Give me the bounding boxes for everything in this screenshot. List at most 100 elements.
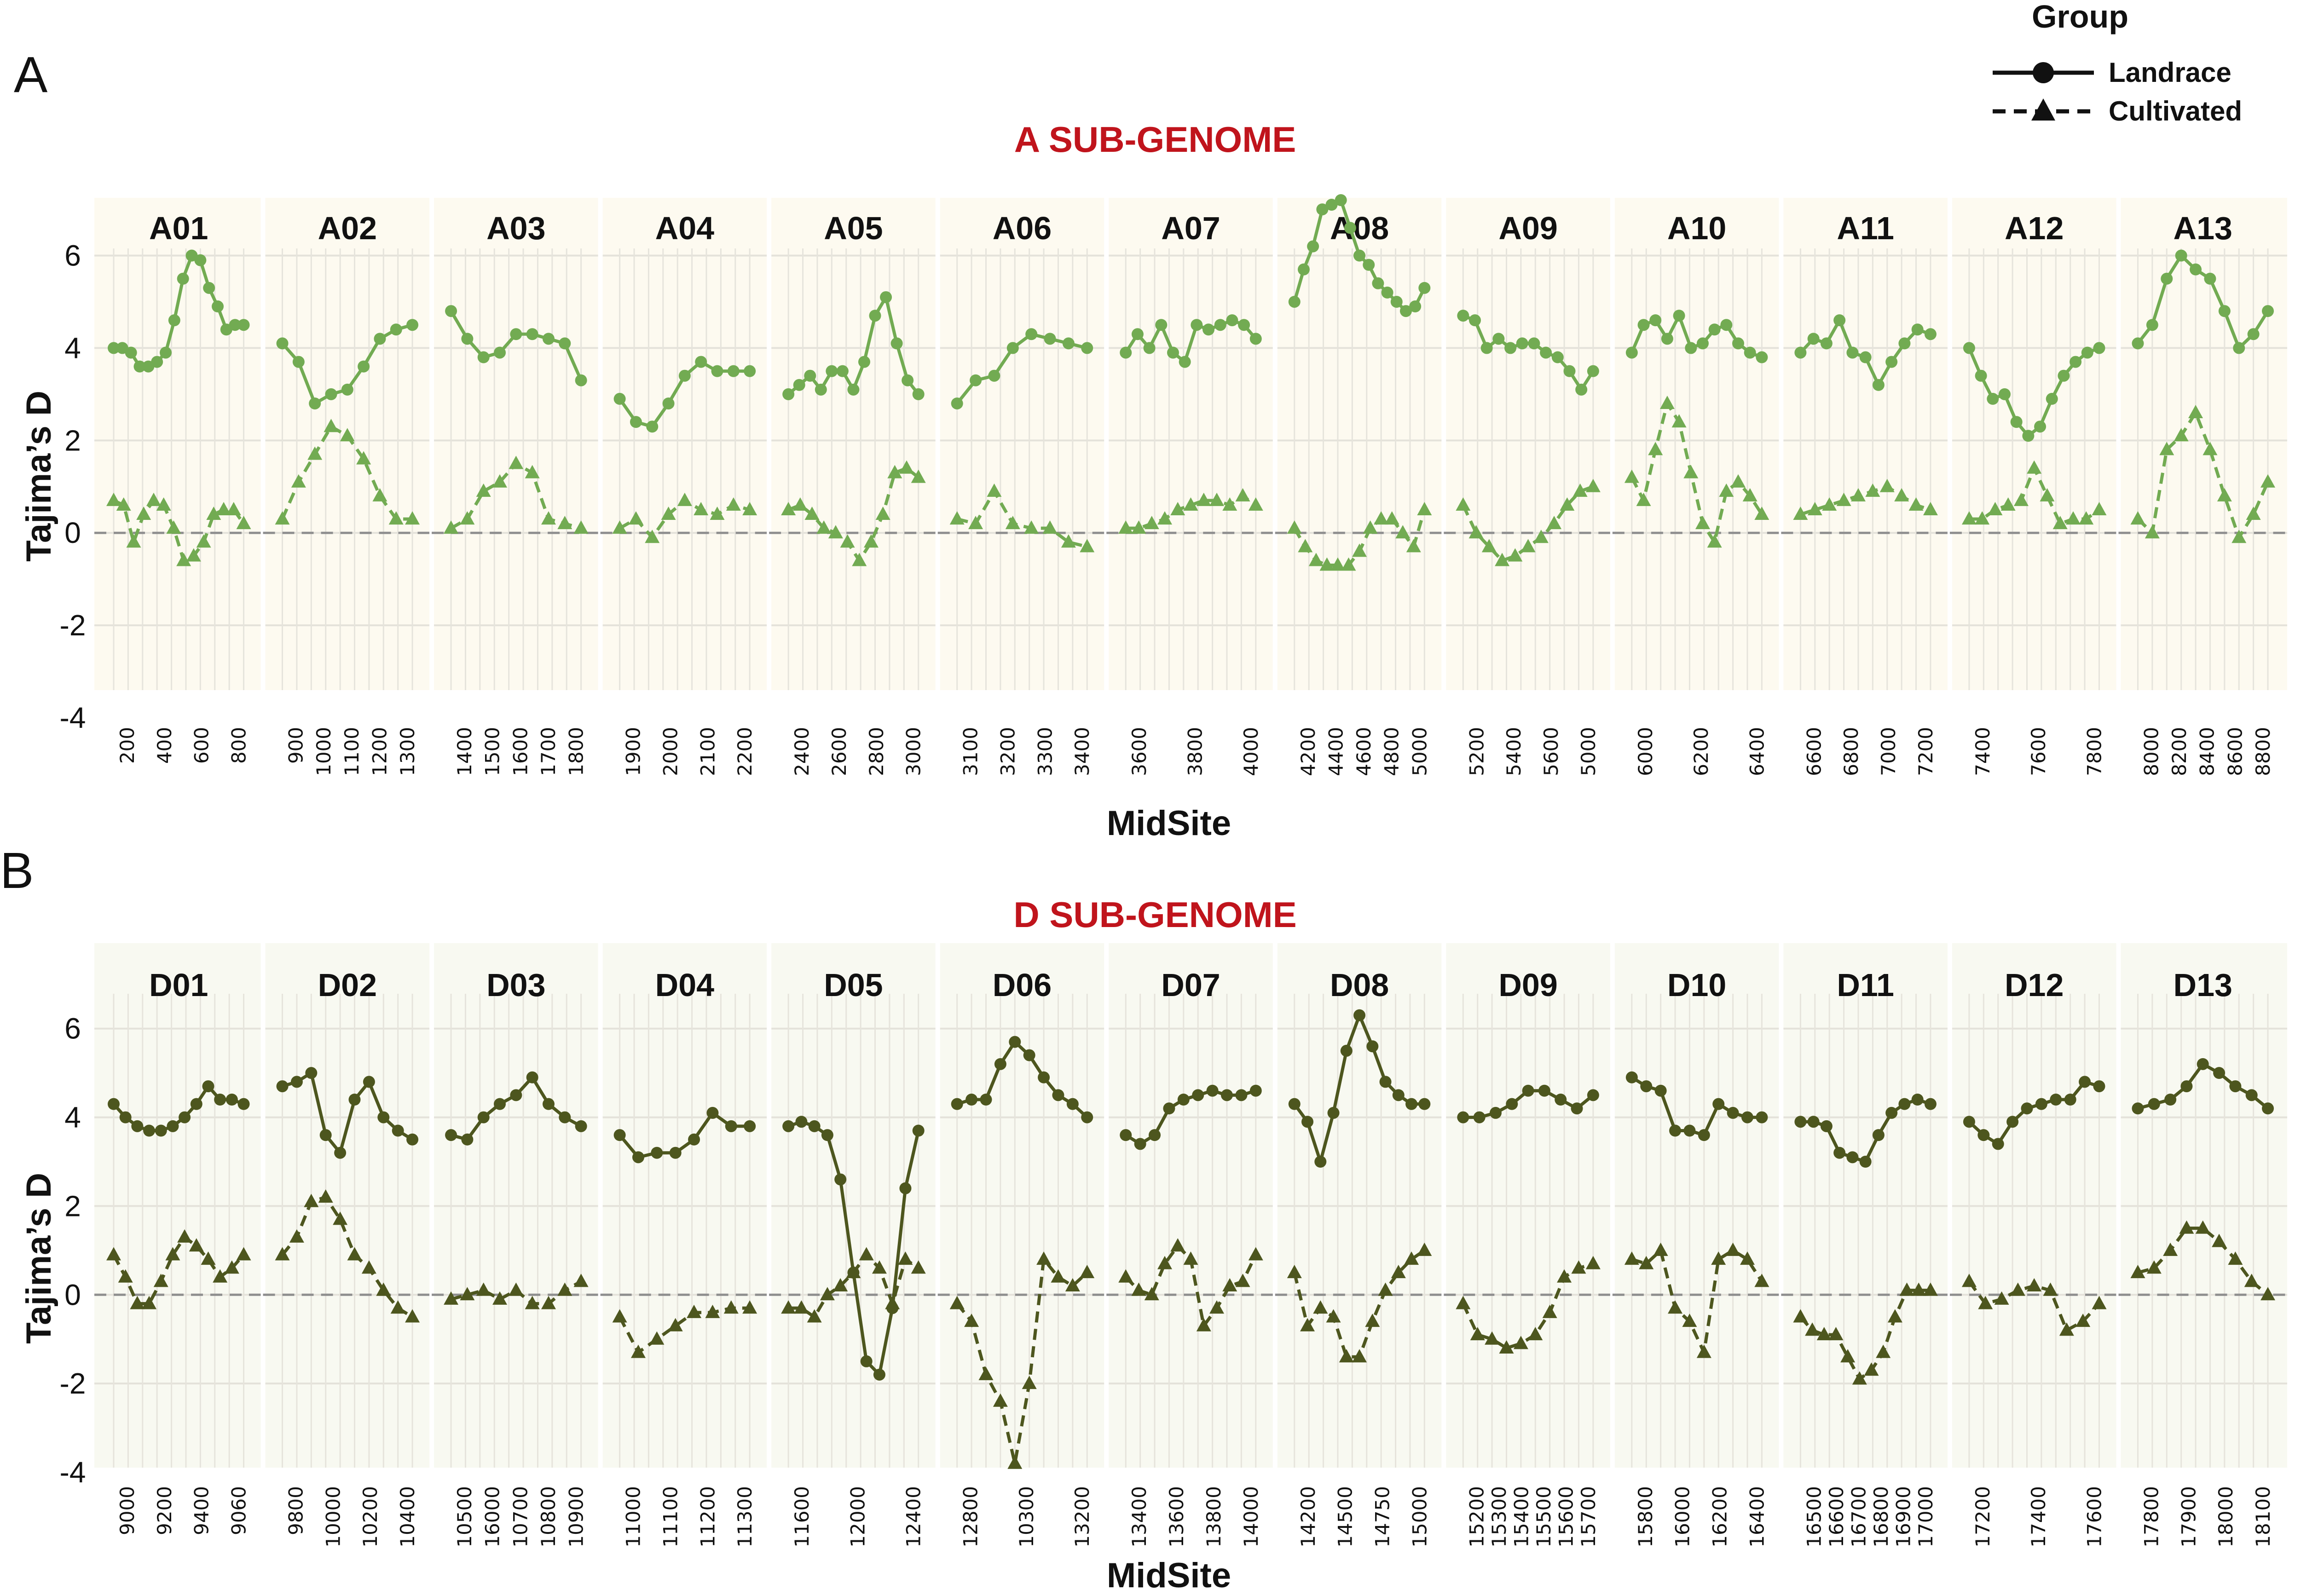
landrace-point [1575,383,1588,396]
panel-a-xlabel: MidSite [1107,804,1231,843]
landrace-point [445,1129,457,1141]
cultivated-point [820,1287,835,1301]
x-tick-label: 17200 [1971,1486,1994,1548]
landrace-point [1081,1111,1093,1124]
cultivated-point [275,1247,290,1261]
landrace-point [168,314,180,327]
x-tick-label: 9200 [153,1486,176,1535]
landrace-point [860,1355,873,1367]
cultivated-point [1330,557,1345,571]
cultivated-point [1923,1282,1938,1296]
cultivated-point [911,469,926,483]
landrace-point [1708,323,1721,336]
cultivated-point [1961,1273,1977,1287]
landrace-point [2010,416,2023,428]
cultivated-point [1183,497,1198,511]
landrace-point [1301,1116,1314,1128]
y-tick-label: 6 [64,1012,81,1045]
landrace-point [510,328,522,340]
cultivated-point [1911,1282,1926,1296]
landrace-point [1023,1049,1035,1061]
landrace-point [632,1151,644,1164]
landrace-point [445,305,457,317]
cultivated-point [1222,497,1237,511]
landrace-point [1625,346,1638,359]
x-tick-label: 6400 [1746,727,1768,776]
landrace-point [1372,277,1384,289]
landrace-point [1418,282,1431,294]
legend-item-cultivated: Cultivated [1993,96,2242,127]
x-tick-label: 7400 [1971,727,1994,776]
chromosome-label: A04 [655,210,714,246]
landrace-point [143,1124,156,1137]
landrace-point [1327,1106,1340,1119]
cultivated-point [794,1300,809,1314]
cultivated-point [1719,483,1734,497]
landrace-point [214,1094,226,1106]
cultivated-point [1805,1322,1820,1336]
landrace-point [1288,295,1301,308]
landrace-point [2070,356,2082,368]
cultivated-point [275,511,290,525]
legend: Group Landrace Cultivated [1993,0,2242,127]
cultivated-point [1248,497,1263,511]
x-tick-label: 15600 [1555,1486,1577,1548]
landrace-point [542,333,555,345]
panel-a-letter: A [14,46,48,103]
cultivated-point [177,1229,192,1243]
cultivated-point [2065,511,2081,525]
chromosome-label: D03 [486,967,545,1003]
cultivated-point [1822,497,1837,511]
cultivated-point [1879,478,1895,492]
landrace-point [1820,337,1833,350]
landrace-point [1353,249,1366,262]
landrace-point [1366,1040,1379,1053]
landrace-line-d02 [282,1071,413,1155]
cultivated-point [705,1304,720,1318]
landrace-point [1975,369,1987,382]
cultivated-point [1170,1238,1185,1252]
chromosome-label: D04 [655,967,714,1003]
x-tick-label: 15500 [1532,1486,1555,1548]
landrace-point [2081,346,2093,359]
landrace-point [1307,240,1319,253]
landrace-point [2093,1080,2105,1093]
cultivated-point [2076,1314,2091,1327]
cultivated-line-a13 [2137,411,2270,539]
landrace-point [190,1098,202,1110]
landrace-point [1473,1111,1486,1124]
landrace-point [808,1120,821,1132]
cultivated-point [807,1309,822,1323]
cultivated-point [1470,1327,1485,1341]
landrace-point [2021,1102,2033,1115]
landrace-line-d07 [1125,1089,1256,1146]
landrace-point [559,1111,571,1124]
cultivated-point [630,1344,646,1358]
chromosome-label: D10 [1667,967,1726,1003]
landrace-point [108,342,120,354]
chromosome-d09: D09 15200 15300 15400 15500 15600 15700 [1441,943,1613,1548]
landrace-point [2218,305,2231,317]
x-tick-label: 13200 [1071,1486,1093,1548]
chromosome-d10: D10 15800 16000 16200 16400 [1610,943,1781,1548]
landrace-point [951,1098,963,1110]
cultivated-point [201,1251,216,1265]
cultivated-line-a06 [956,490,1088,548]
cultivated-point [1287,1265,1302,1279]
chromosome-label: A09 [1498,210,1557,246]
landrace-point [1898,337,1911,350]
landrace-point [1698,1129,1710,1141]
cultivated-point [1417,501,1432,515]
x-tick-label: 2600 [828,727,850,776]
cultivated-point [1157,1256,1172,1269]
cultivated-point [1864,1362,1879,1376]
cultivated-point [1807,501,1822,515]
chromosome-a02: A02 900 1000 1100 1200 1300 [260,198,432,776]
x-tick-label: 6800 [1840,727,1862,776]
x-tick-label: 3100 [960,727,982,776]
cultivated-point [1007,1455,1023,1469]
landrace-point [1898,1098,1911,1110]
landrace-point [559,337,571,350]
landrace-point [912,388,925,400]
landrace-point [575,1120,587,1132]
